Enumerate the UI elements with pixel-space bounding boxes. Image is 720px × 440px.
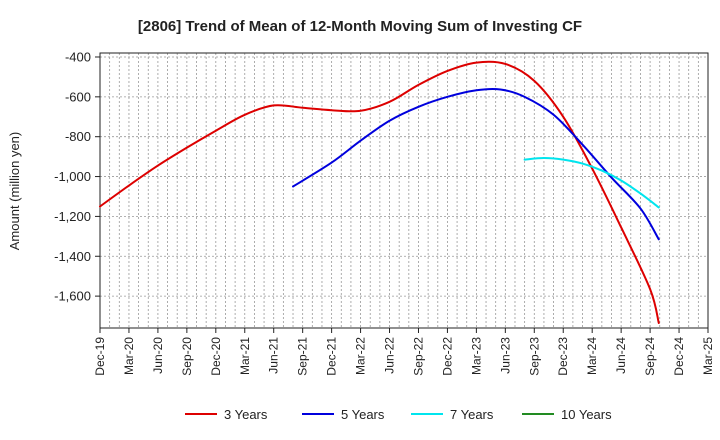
x-tick-label: Jun-23 [498, 337, 512, 374]
chart-title: [2806] Trend of Mean of 12-Month Moving … [138, 18, 582, 35]
x-tick-label: Mar-24 [585, 337, 599, 375]
x-tick-label: Sep-22 [411, 337, 425, 376]
x-tick-label: Dec-21 [325, 337, 339, 376]
y-axis-label: Amount (million yen) [7, 132, 22, 251]
y-tick-label: -1,600 [54, 289, 91, 304]
x-tick-label: Sep-20 [180, 337, 194, 376]
x-tick-label: Sep-23 [527, 337, 541, 376]
x-tick-label: Jun-24 [614, 337, 628, 374]
x-tick-label: Dec-22 [440, 337, 454, 376]
series-lines [99, 60, 660, 325]
plot-area-frame [99, 52, 709, 329]
series-line-3-years [99, 60, 660, 325]
legend-label-3-years: 3 Years [224, 407, 268, 422]
x-tick-label: Dec-23 [556, 337, 570, 376]
y-tick-label: -1,000 [54, 169, 91, 184]
x-tick-label: Jun-22 [383, 337, 397, 374]
x-tick-label: Dec-24 [672, 337, 686, 376]
legend-label-5-years: 5 Years [341, 407, 385, 422]
x-tick-label: Dec-19 [93, 337, 107, 376]
x-tick-label: Jun-20 [151, 337, 165, 374]
x-axis: Dec-19 Mar-20 Jun-20 Sep-20 Dec-20 Mar-21 Jun-… [93, 328, 715, 376]
x-tick-label: Mar-20 [122, 337, 136, 375]
legend-label-7-years: 7 Years [450, 407, 494, 422]
x-tick-label: Sep-24 [643, 337, 657, 376]
x-tick-label: Mar-21 [238, 337, 252, 375]
y-tick-label: -800 [65, 129, 91, 144]
x-tick-label: Mar-25 [701, 337, 715, 375]
x-tick-label: Sep-21 [296, 337, 310, 376]
grid [100, 53, 708, 328]
y-axis: -400 -600 -800 -1,000 -1,200 -1,400 -1,600 [54, 49, 100, 304]
series-line-7-years [523, 157, 660, 209]
y-tick-label: -1,400 [54, 249, 91, 264]
legend: 3 Years 5 Years 7 Years 10 Years [185, 407, 612, 422]
legend-label-10-years: 10 Years [561, 407, 612, 422]
y-tick-label: -600 [65, 89, 91, 104]
y-tick-label: -1,200 [54, 209, 91, 224]
x-tick-label: Dec-20 [209, 337, 223, 376]
x-tick-label: Mar-22 [354, 337, 368, 375]
x-tick-label: Jun-21 [267, 337, 281, 374]
y-tick-label: -400 [65, 49, 91, 64]
x-tick-label: Mar-23 [469, 337, 483, 375]
